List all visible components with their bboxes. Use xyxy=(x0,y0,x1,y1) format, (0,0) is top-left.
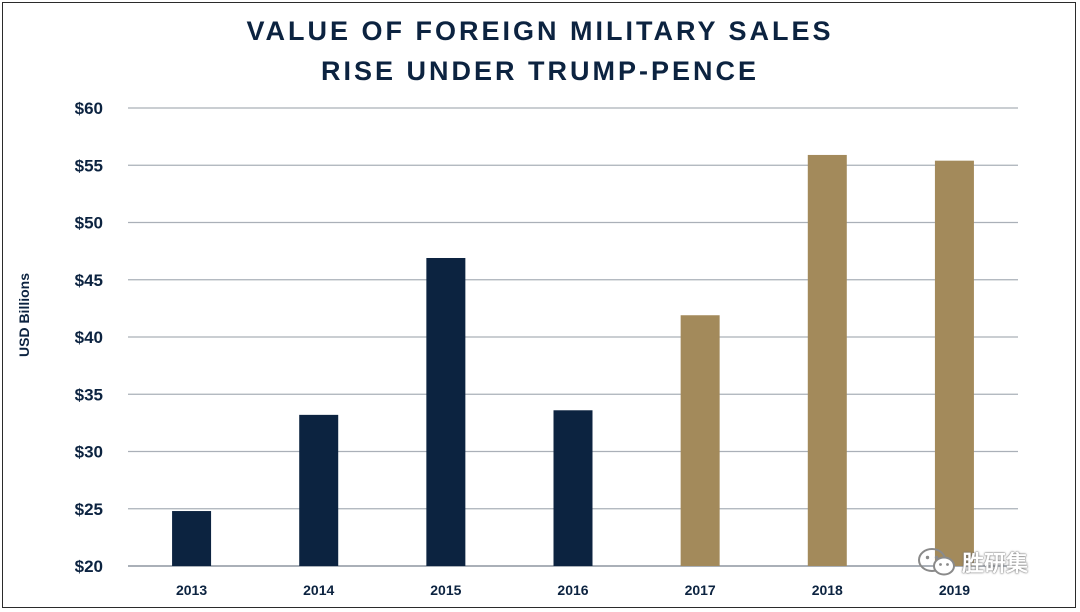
watermark: 胜研集 xyxy=(916,545,1028,579)
x-tick-labels: 2013 2014 2015 2016 2017 2018 2019 xyxy=(176,582,970,598)
x-tick-label-2018: 2018 xyxy=(812,582,843,598)
bar-2015 xyxy=(426,257,466,566)
bar-2016 xyxy=(553,410,593,566)
wechat-icon xyxy=(918,548,955,576)
y-tick-label: $35 xyxy=(75,385,103,404)
bar-2019 xyxy=(934,160,974,567)
bar-2018 xyxy=(807,154,847,566)
bars xyxy=(172,154,974,567)
chart-title-line-2: RISE UNDER TRUMP-PENCE xyxy=(320,56,760,86)
chart-title-line-1: VALUE OF FOREIGN MILITARY SALES xyxy=(246,16,834,46)
y-tick-label: $25 xyxy=(75,500,103,519)
watermark-text: 胜研集 xyxy=(962,552,1029,577)
x-tick-label-2019: 2019 xyxy=(939,582,970,598)
y-tick-label: $20 xyxy=(75,557,103,576)
y-tick-label: $40 xyxy=(75,328,103,347)
y-tick-label: $30 xyxy=(75,443,103,462)
x-tick-label-2015: 2015 xyxy=(430,582,461,598)
y-tick-label: $55 xyxy=(75,156,103,175)
x-tick-label-2017: 2017 xyxy=(685,582,716,598)
y-tick-label: $45 xyxy=(75,271,103,290)
y-tick-label: $60 xyxy=(75,99,103,118)
x-tick-label-2016: 2016 xyxy=(557,582,588,598)
y-tick-labels: $20 $25 $30 $35 $40 $45 $50 $55 $60 xyxy=(75,99,103,576)
x-tick-label-2014: 2014 xyxy=(303,582,334,598)
bar-2014 xyxy=(299,414,339,566)
y-tick-label: $50 xyxy=(75,214,103,233)
bar-2017 xyxy=(680,315,720,566)
x-tick-label-2013: 2013 xyxy=(176,582,207,598)
bar-2013 xyxy=(172,511,212,566)
